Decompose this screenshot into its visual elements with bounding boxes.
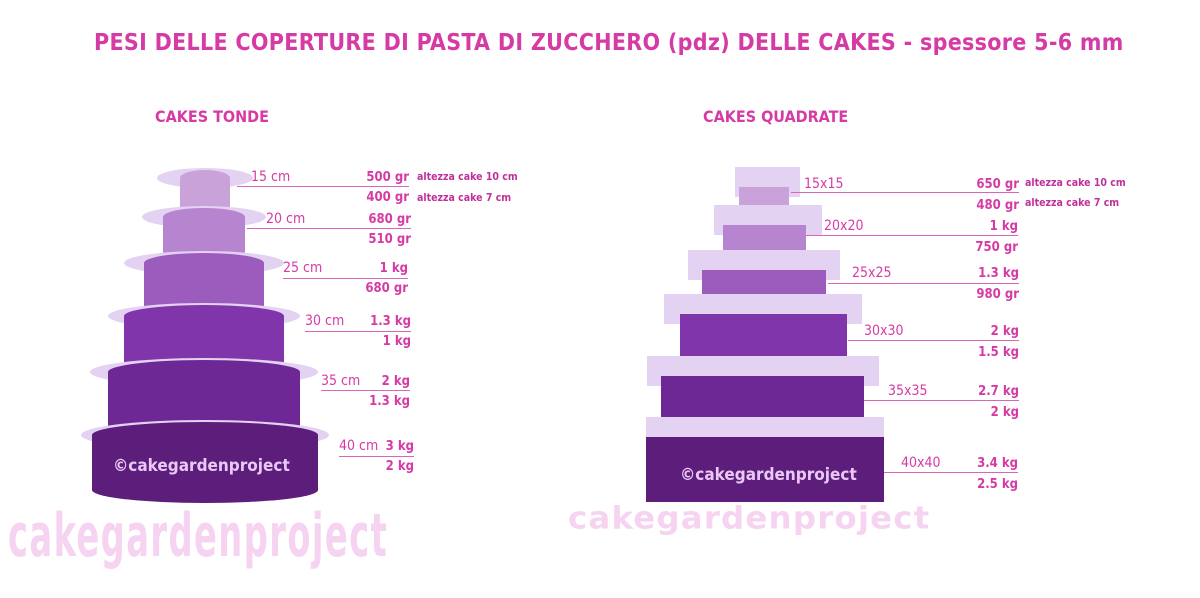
round-weight-7cm: 2 kg	[385, 459, 414, 474]
square-size-label: 35x35	[888, 383, 928, 399]
round-weight-10cm: 3 kg	[385, 439, 414, 454]
round-size-label: 25 cm	[283, 260, 323, 276]
round-weight-10cm: 680 gr	[368, 212, 411, 227]
round-weight-10cm: 1 kg	[379, 261, 408, 276]
round-size-label: 30 cm	[305, 313, 345, 329]
square-weight-7cm: 980 gr	[976, 287, 1019, 302]
round-weight-10cm: 1.3 kg	[370, 314, 411, 329]
square-note-10cm: altezza cake 10 cm	[1025, 177, 1126, 189]
square-note-7cm: altezza cake 7 cm	[1025, 197, 1120, 209]
square-weight-7cm: 1.5 kg	[978, 345, 1019, 360]
square-leader-line	[828, 283, 1019, 284]
round-leader-line	[321, 390, 410, 391]
square-size-label: 25x25	[852, 265, 892, 281]
square-weight-7cm: 2 kg	[990, 405, 1019, 420]
round-cake-stack	[81, 168, 329, 503]
page-title: PESI DELLE COPERTURE DI PASTA DI ZUCCHER…	[94, 30, 1124, 56]
round-tier-top	[92, 422, 318, 448]
round-cakes-heading: CAKES TONDE	[155, 107, 269, 126]
square-tier-6	[646, 417, 884, 502]
round-size-label: 20 cm	[266, 211, 306, 227]
round-size-label: 40 cm	[339, 438, 379, 454]
square-size-label: 20x20	[824, 218, 864, 234]
square-weight-10cm: 2 kg	[990, 324, 1019, 339]
square-weight-10cm: 2.7 kg	[978, 384, 1019, 399]
round-note-7cm: altezza cake 7 cm	[417, 192, 512, 204]
round-tier-top	[163, 208, 245, 226]
square-cakes-heading: CAKES QUADRATE	[703, 107, 849, 126]
round-size-label: 15 cm	[251, 169, 291, 185]
round-tier-6	[81, 420, 329, 503]
square-weight-10cm: 1.3 kg	[978, 266, 1019, 281]
round-watermark: cakegardenproject	[8, 502, 389, 571]
square-weight-10cm: 1 kg	[989, 219, 1018, 234]
round-leader-line	[339, 456, 414, 457]
square-size-label: 30x30	[864, 323, 904, 339]
square-weight-10cm: 3.4 kg	[977, 456, 1018, 471]
square-tier-4	[664, 294, 862, 366]
square-leader-line	[848, 340, 1019, 341]
round-tier-bottom	[92, 477, 318, 503]
square-cake-stack	[646, 167, 884, 502]
round-tier-top	[144, 253, 264, 273]
square-leader-line	[864, 400, 1019, 401]
square-weight-7cm: 480 gr	[976, 198, 1019, 213]
round-weight-10cm: 500 gr	[366, 170, 409, 185]
round-weight-10cm: 2 kg	[381, 374, 410, 389]
square-tier-2	[714, 205, 822, 256]
round-leader-line	[283, 278, 408, 279]
square-leader-line	[884, 472, 1018, 473]
square-weight-7cm: 750 gr	[975, 240, 1018, 255]
square-weight-10cm: 650 gr	[976, 177, 1019, 192]
round-leader-line	[247, 228, 411, 229]
round-weight-7cm: 680 gr	[365, 281, 408, 296]
round-copyright: ©cakegardenproject	[113, 456, 290, 476]
round-tier-3	[124, 251, 284, 316]
square-size-label: 40x40	[901, 455, 941, 471]
square-tier-body	[646, 437, 884, 502]
round-weight-7cm: 400 gr	[366, 190, 409, 205]
round-tier-top	[108, 360, 300, 384]
round-leader-line	[237, 186, 409, 187]
square-size-label: 15x15	[804, 176, 844, 192]
square-weight-7cm: 2.5 kg	[977, 477, 1018, 492]
square-copyright: ©cakegardenproject	[680, 465, 857, 485]
square-watermark: cakegardenproject	[568, 500, 931, 537]
round-tier-top	[180, 170, 230, 186]
round-size-label: 35 cm	[321, 373, 361, 389]
round-weight-7cm: 1 kg	[382, 334, 411, 349]
square-leader-line	[806, 235, 1018, 236]
round-weight-7cm: 1.3 kg	[369, 394, 410, 409]
square-leader-line	[791, 192, 1019, 193]
round-note-10cm: altezza cake 10 cm	[417, 171, 518, 183]
round-weight-7cm: 510 gr	[368, 232, 411, 247]
round-tier-top	[124, 305, 284, 327]
round-leader-line	[305, 331, 411, 332]
